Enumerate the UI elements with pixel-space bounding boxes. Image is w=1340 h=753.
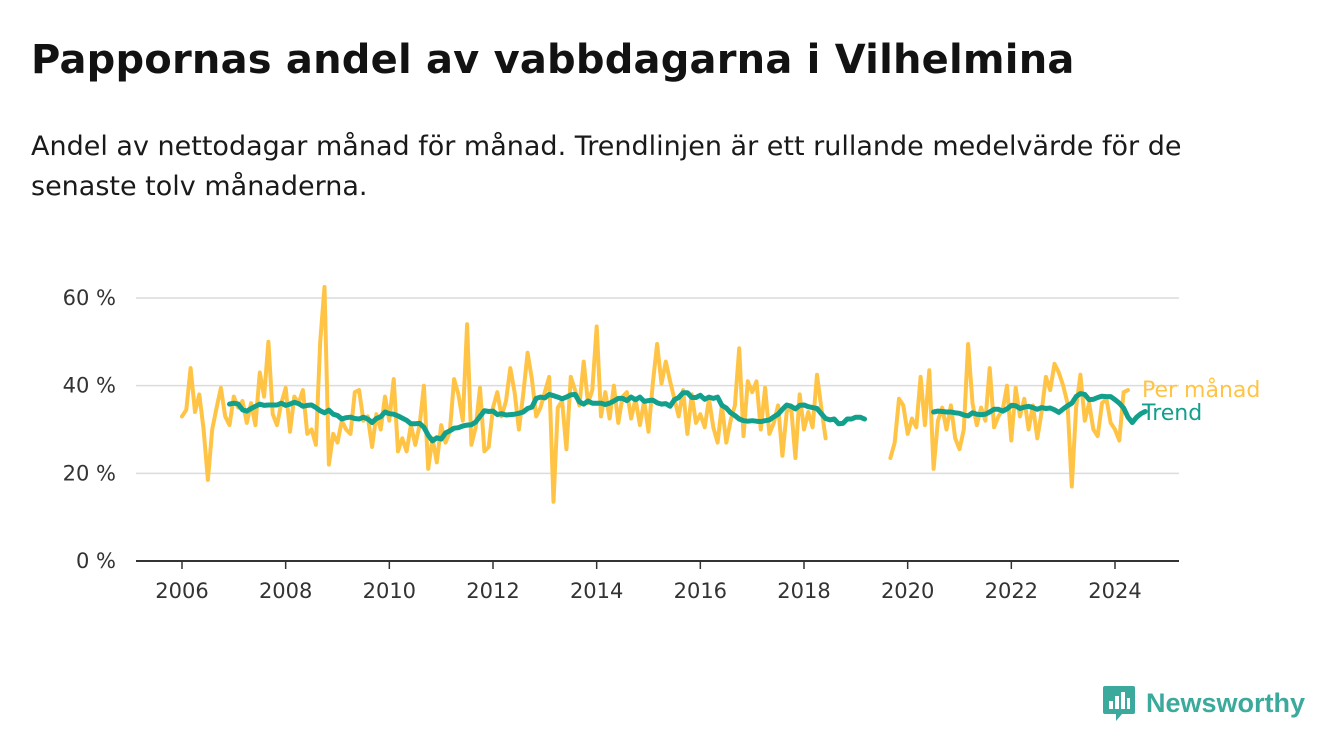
- trend-line: [931, 391, 1148, 425]
- x-axis: 2006 2008 2010 2012 2014 2016 2018 2020 2022 2024: [136, 560, 1179, 603]
- chart-title: Pappornas andel av vabbdagarna i Vilhelm…: [31, 37, 1075, 83]
- monthly-line: [180, 285, 828, 504]
- brand-logo: Newsworthy: [1102, 683, 1305, 723]
- x-tick-label: 2010: [363, 579, 416, 603]
- series-lines: [180, 285, 1148, 504]
- x-tick-label: 2024: [1088, 579, 1141, 603]
- y-axis-labels: 0 % 20 % 40 % 60 %: [63, 286, 116, 573]
- y-tick-label: 20 %: [63, 461, 116, 485]
- x-tick-label: 2006: [155, 579, 208, 603]
- y-tick-label: 60 %: [63, 286, 116, 310]
- gridlines: [136, 297, 1179, 475]
- series-label-monthly: Per månad: [1142, 377, 1260, 403]
- x-tick-label: 2008: [259, 579, 312, 603]
- x-tick-label: 2022: [985, 579, 1038, 603]
- x-tick-label: 2012: [466, 579, 519, 603]
- trend-line: [227, 390, 867, 444]
- y-tick-label: 40 %: [63, 374, 116, 398]
- x-tick-label: 2020: [881, 579, 934, 603]
- brand-name: Newsworthy: [1146, 687, 1306, 718]
- y-tick-label: 0 %: [76, 549, 116, 573]
- newsworthy-logo-icon: [1103, 686, 1135, 721]
- x-tick-label: 2016: [674, 579, 727, 603]
- monthly-line: [888, 342, 1130, 489]
- series-label-trend: Trend: [1141, 401, 1202, 426]
- x-tick-label: 2014: [570, 579, 623, 603]
- x-tick-label: 2018: [777, 579, 830, 603]
- chart-subtitle: Andel av nettodagar månad för månad. Tre…: [31, 131, 1182, 202]
